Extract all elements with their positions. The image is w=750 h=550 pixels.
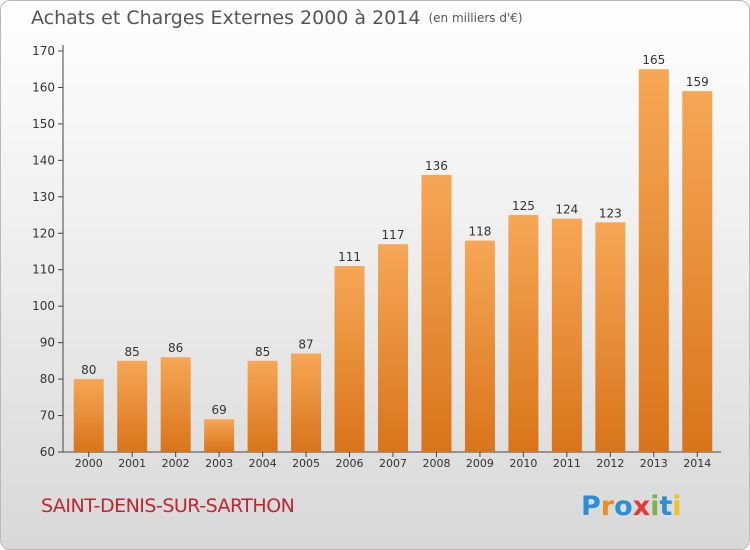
x-tick-label: 2008 — [422, 457, 450, 470]
logo-letter: r — [600, 491, 615, 522]
bar-value-label: 111 — [338, 250, 361, 264]
x-tick-label: 2005 — [292, 457, 320, 470]
bar-value-label: 69 — [211, 403, 226, 417]
y-tick-label: 140 — [32, 153, 55, 167]
logo-letter: i — [672, 491, 682, 522]
x-tick-label: 2014 — [683, 457, 711, 470]
bar — [204, 419, 235, 452]
y-tick-label: 110 — [32, 263, 55, 277]
bar-value-label: 159 — [686, 75, 709, 89]
y-tick-label: 60 — [40, 445, 55, 459]
bar — [334, 266, 365, 452]
x-tick-label: 2003 — [205, 457, 233, 470]
y-tick-label: 160 — [32, 80, 55, 94]
logo-letter: x — [632, 491, 651, 522]
bar — [421, 174, 452, 453]
y-tick-label: 130 — [32, 190, 55, 204]
x-tick-label: 2013 — [640, 457, 668, 470]
bar-value-label: 123 — [599, 206, 622, 220]
bar — [595, 222, 626, 452]
bar-value-label: 85 — [125, 345, 140, 359]
x-tick-label: 2009 — [466, 457, 494, 470]
x-tick-label: 2006 — [336, 457, 364, 470]
bar-value-label: 118 — [468, 225, 491, 239]
y-tick-label: 80 — [40, 372, 55, 386]
bar-value-label: 80 — [81, 363, 96, 377]
y-tick-label: 150 — [32, 117, 55, 131]
y-tick-label: 100 — [32, 299, 55, 313]
chart-unit: (en milliers d'€) — [428, 11, 523, 25]
logo-letter: P — [581, 491, 601, 522]
proxiti-logo: Proxiti — [581, 491, 682, 522]
bar — [378, 244, 408, 452]
bar — [638, 69, 669, 453]
x-tick-label: 2010 — [509, 457, 537, 470]
bar-value-label: 165 — [642, 53, 665, 67]
chart-title: Achats et Charges Externes 2000 à 2014 (e… — [31, 7, 523, 29]
y-tick-label: 170 — [32, 44, 55, 58]
x-tick-label: 2004 — [249, 457, 277, 470]
bar-value-label: 125 — [512, 199, 535, 213]
x-tick-label: 2001 — [118, 457, 146, 470]
x-tick-label: 2002 — [162, 457, 190, 470]
bar — [508, 215, 539, 452]
bar — [160, 357, 191, 452]
y-tick-label: 90 — [40, 336, 55, 350]
bar — [682, 91, 713, 452]
bar-value-label: 87 — [298, 338, 313, 352]
x-tick-label: 2012 — [596, 457, 624, 470]
bar-value-label: 85 — [255, 345, 270, 359]
bar-value-label: 86 — [168, 341, 183, 355]
x-tick-label: 2011 — [553, 457, 581, 470]
x-tick-label: 2000 — [75, 457, 103, 470]
bar — [247, 360, 278, 452]
bar-value-label: 124 — [555, 203, 578, 217]
bar — [551, 218, 582, 452]
logo-letter: i — [650, 491, 660, 522]
place-name: SAINT-DENIS-SUR-SARTHON — [41, 495, 295, 517]
bar — [117, 360, 148, 452]
logo-letter: o — [614, 491, 633, 522]
y-tick-label: 120 — [32, 226, 55, 240]
y-tick-label: 70 — [40, 409, 55, 423]
bar-value-label: 117 — [382, 228, 405, 242]
x-tick-label: 2007 — [379, 457, 407, 470]
bar — [291, 353, 322, 452]
bar-value-label: 136 — [425, 159, 448, 173]
bar — [464, 240, 495, 452]
logo-letter: t — [659, 491, 673, 522]
bar — [73, 379, 104, 452]
chart-title-text: Achats et Charges Externes 2000 à 2014 — [31, 7, 421, 29]
